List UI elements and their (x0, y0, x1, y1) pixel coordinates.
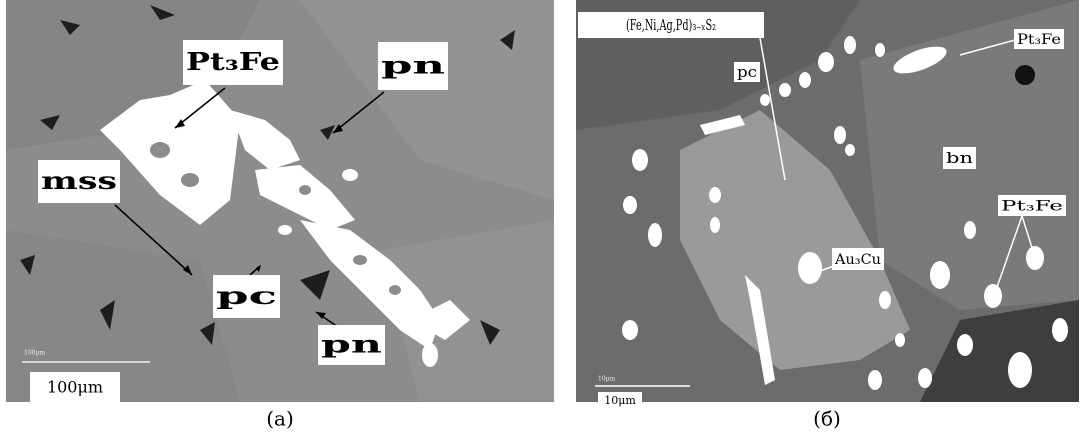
label: Pt₃Fe (186, 47, 280, 76)
label: mss (41, 166, 117, 195)
caption: (a) (266, 407, 294, 431)
label: (Fe,Ni,Ag,Pd)₃₋ₓS₂ (626, 16, 716, 34)
label: pc (737, 63, 757, 81)
label: pn (321, 330, 382, 359)
caption: (б) (813, 407, 841, 431)
scale-small-label: 100μm (24, 350, 45, 357)
label: Pt₃Fe (1001, 199, 1063, 215)
label: pn (381, 51, 445, 80)
scale-label: 10μm (604, 394, 636, 407)
scale-label: 100μm (47, 378, 103, 397)
figure: Pt₃Fe pn mss pc pn 100μm 100μm (a) (Fe,Ni,Ag,Pd)… (0, 0, 1083, 435)
label: Au₃Cu (834, 252, 881, 268)
scale-small-label: 10μm (598, 376, 616, 383)
label: Pt₃Fe (1017, 32, 1061, 48)
label: pc (216, 281, 277, 310)
page: Pt₃Fe pn mss pc pn 100μm 100μm (a) (Fe,Ni,Ag,Pd)… (0, 0, 1083, 435)
label: bn (946, 149, 973, 167)
